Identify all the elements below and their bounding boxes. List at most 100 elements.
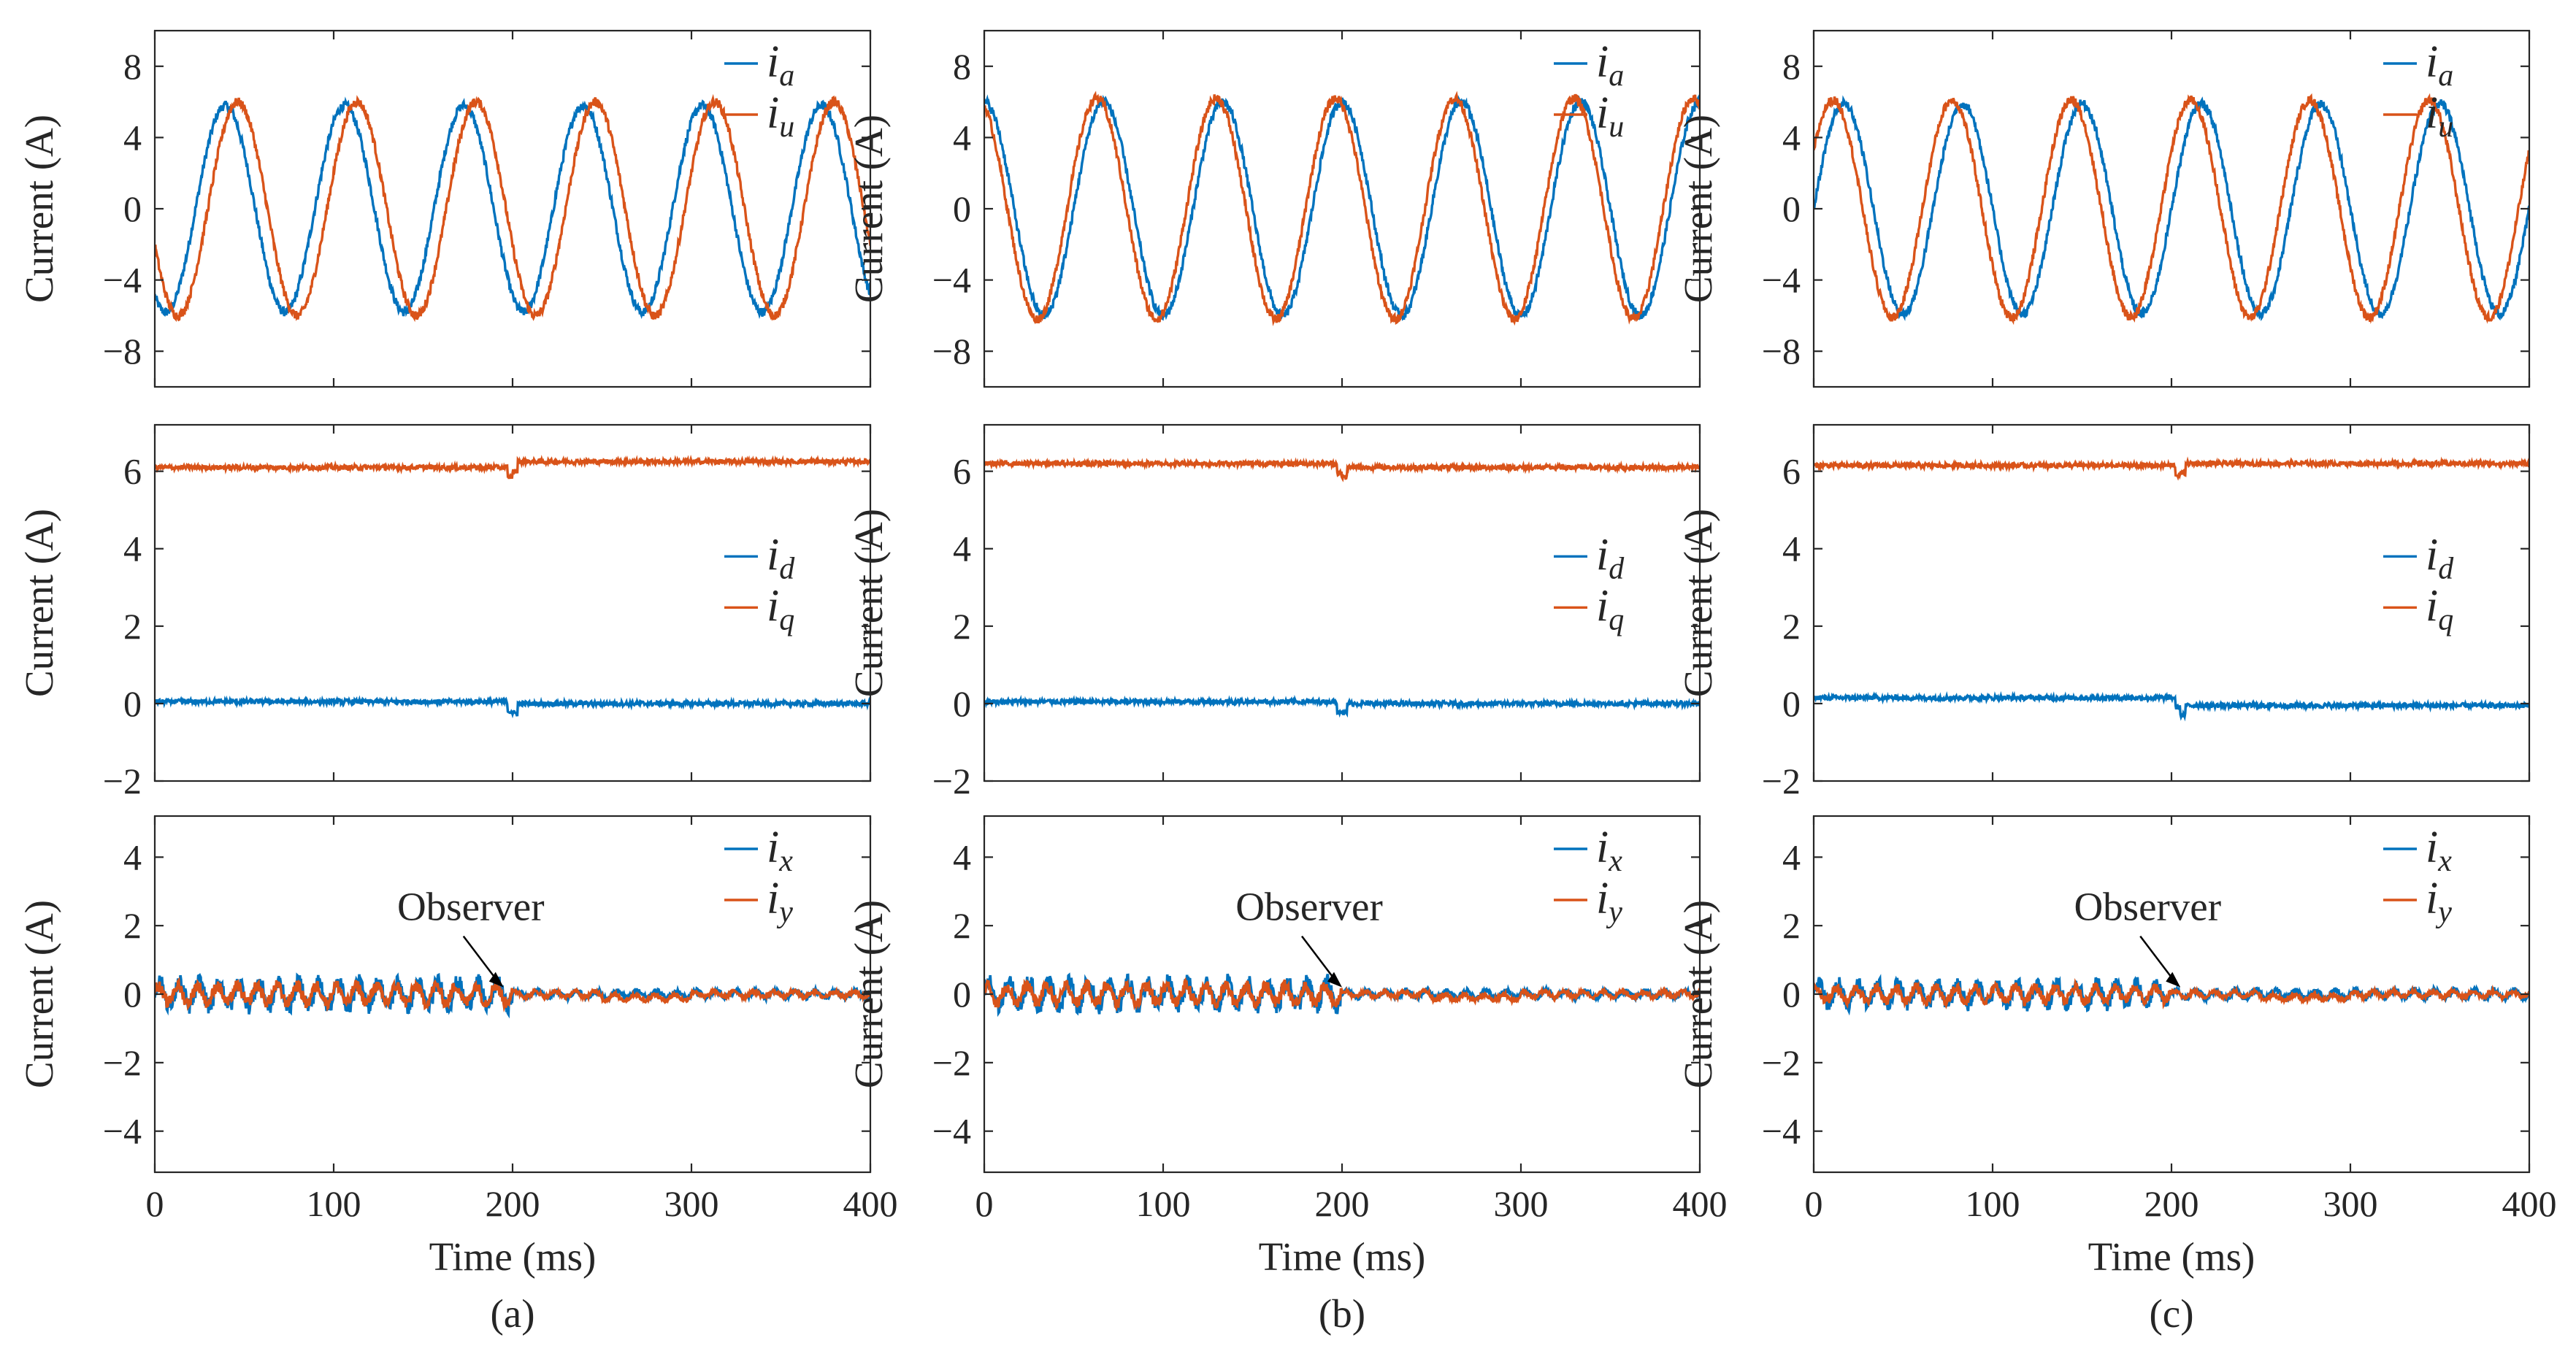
x-tick-label: 400	[2502, 1183, 2557, 1224]
x-tick-label: 0	[975, 1183, 994, 1224]
y-axis-label: Current (A)	[17, 509, 61, 697]
y-tick-label: −2	[932, 1042, 971, 1083]
y-tick-label: 4	[953, 836, 971, 877]
legend-label-ix: ix	[2426, 823, 2452, 878]
legend-label-iy: iy	[767, 874, 793, 929]
legend-label-id: id	[1596, 530, 1625, 585]
series-line-ia	[155, 96, 870, 320]
legend-label-iu: iu	[767, 88, 794, 144]
y-tick-label: 4	[123, 117, 142, 158]
y-tick-label: 0	[123, 974, 142, 1015]
observer-arrow-head	[488, 972, 504, 988]
series-line-iu	[155, 93, 870, 323]
y-tick-label: 6	[953, 451, 971, 492]
y-tick-label: −4	[932, 260, 971, 301]
series-line-ia	[984, 94, 1700, 321]
x-tick-label: 200	[2144, 1183, 2199, 1224]
y-tick-label: 2	[1782, 606, 1801, 647]
plot-frame	[983, 29, 1701, 388]
legend-label-id: id	[767, 530, 795, 585]
x-tick-label: 0	[146, 1183, 164, 1224]
y-tick-label: 0	[1782, 188, 1801, 229]
observer-annotation: Observer	[2074, 885, 2221, 929]
y-tick-label: 0	[953, 188, 971, 229]
panel-caption: (c)	[2149, 1291, 2193, 1336]
legend-label-iy: iy	[2426, 874, 2452, 929]
legend-label-ia: ia	[767, 37, 794, 93]
series-line-id	[155, 695, 870, 719]
series-line-iy	[155, 977, 870, 1013]
series-line-id	[984, 694, 1700, 718]
legend-label-iu: iu	[2426, 88, 2453, 144]
x-axis-label: Time (ms)	[1259, 1234, 1426, 1279]
series-line-iy	[1814, 977, 2529, 1010]
legend-label-ia: ia	[2426, 37, 2453, 93]
y-tick-label: −2	[103, 1042, 142, 1083]
legend-label-ia: ia	[1596, 37, 1624, 93]
series-line-iq	[1814, 456, 2529, 481]
x-axis-label: Time (ms)	[2088, 1234, 2255, 1279]
y-tick-label: −2	[1762, 1042, 1801, 1083]
y-tick-label: 0	[123, 683, 142, 724]
y-axis-label: Current (A)	[846, 115, 891, 303]
plot-frame	[153, 29, 872, 388]
y-axis-label: Current (A)	[1676, 509, 1720, 697]
legend-label-iq: iq	[2426, 581, 2453, 636]
y-tick-label: −4	[1762, 260, 1801, 301]
observer-arrow-head	[1327, 972, 1342, 988]
y-tick-label: −8	[103, 331, 142, 372]
y-tick-label: 4	[123, 836, 142, 877]
y-tick-label: 6	[1782, 451, 1801, 492]
plot-frame	[1812, 423, 2531, 782]
observer-annotation: Observer	[1235, 885, 1383, 929]
y-tick-label: 4	[1782, 117, 1801, 158]
legend-label-iq: iq	[1596, 581, 1624, 636]
y-tick-label: −4	[1762, 1111, 1801, 1152]
y-tick-label: 8	[953, 46, 971, 87]
x-axis-label: Time (ms)	[429, 1234, 597, 1279]
x-tick-label: 200	[1315, 1183, 1370, 1224]
y-axis-label: Current (A)	[17, 115, 61, 303]
legend-label-iq: iq	[767, 581, 794, 636]
y-tick-label: 4	[123, 528, 142, 569]
x-tick-label: 400	[1673, 1183, 1728, 1224]
series-line-ia	[1814, 95, 2529, 322]
x-tick-label: 0	[1805, 1183, 1823, 1224]
y-axis-label: Current (A)	[1676, 900, 1720, 1088]
panel-c-row3: −4 −2 0 2 4 0 100 200 300 400 Current (A) Time (ms)…	[1676, 815, 2557, 1279]
y-tick-label: 0	[1782, 974, 1801, 1015]
legend-label-iu: iu	[1596, 88, 1624, 144]
panel-caption: (b)	[1319, 1291, 1365, 1336]
x-tick-label: 100	[1136, 1183, 1191, 1224]
series-line-iu	[1814, 93, 2529, 326]
y-tick-label: 0	[1782, 683, 1801, 724]
legend-label-id: id	[2426, 530, 2454, 585]
y-tick-label: 8	[123, 46, 142, 87]
x-tick-label: 400	[843, 1183, 898, 1224]
panel-a-row3: −4 −2 0 2 4 0 100 200 300 400 Current (A) Time (ms)…	[17, 815, 898, 1279]
legend-label-ix: ix	[1596, 823, 1622, 878]
x-tick-label: 100	[307, 1183, 361, 1224]
legend-label-iy: iy	[1596, 874, 1622, 929]
y-tick-label: 0	[953, 974, 971, 1015]
y-tick-label: 2	[953, 905, 971, 946]
y-tick-label: 2	[1782, 905, 1801, 946]
y-axis-label: Current (A)	[1676, 115, 1720, 303]
y-tick-label: 6	[123, 451, 142, 492]
y-tick-label: 2	[123, 606, 142, 647]
y-tick-label: 2	[123, 905, 142, 946]
y-tick-label: −2	[1762, 761, 1801, 801]
y-tick-label: 0	[123, 188, 142, 229]
series-line-iq	[984, 457, 1700, 482]
x-tick-label: 300	[1494, 1183, 1549, 1224]
y-tick-label: 2	[953, 606, 971, 647]
observer-annotation: Observer	[397, 885, 545, 929]
x-tick-label: 200	[486, 1183, 540, 1224]
y-tick-label: −4	[932, 1111, 971, 1152]
series-line-iu	[984, 91, 1700, 327]
y-tick-label: 4	[953, 117, 971, 158]
